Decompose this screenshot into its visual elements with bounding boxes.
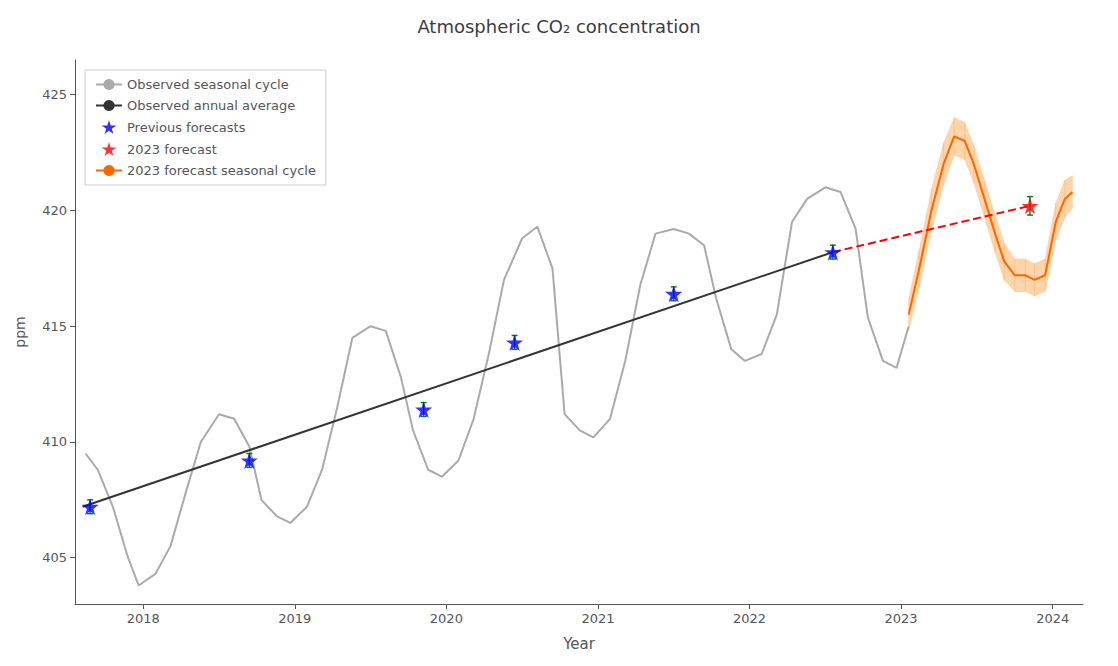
- svg-text:415: 415: [42, 319, 67, 334]
- svg-text:Observed seasonal cycle: Observed seasonal cycle: [127, 77, 289, 92]
- svg-text:410: 410: [42, 434, 67, 449]
- svg-text:2023 forecast: 2023 forecast: [127, 142, 217, 157]
- svg-text:2022: 2022: [733, 611, 766, 626]
- svg-text:420: 420: [42, 203, 67, 218]
- svg-text:2019: 2019: [278, 611, 311, 626]
- svg-text:405: 405: [42, 550, 67, 565]
- svg-text:Year: Year: [562, 635, 596, 653]
- svg-text:2023: 2023: [885, 611, 918, 626]
- svg-text:Observed annual average: Observed annual average: [127, 98, 295, 113]
- svg-text:Previous forecasts: Previous forecasts: [127, 120, 246, 135]
- svg-text:2021: 2021: [581, 611, 614, 626]
- svg-text:425: 425: [42, 87, 67, 102]
- svg-text:2020: 2020: [430, 611, 463, 626]
- svg-text:2024: 2024: [1036, 611, 1069, 626]
- svg-text:2023 forecast seasonal cycle: 2023 forecast seasonal cycle: [127, 163, 316, 178]
- svg-text:2018: 2018: [127, 611, 160, 626]
- svg-text:Atmospheric CO₂ concentration: Atmospheric CO₂ concentration: [417, 16, 700, 37]
- svg-text:ppm: ppm: [12, 316, 28, 347]
